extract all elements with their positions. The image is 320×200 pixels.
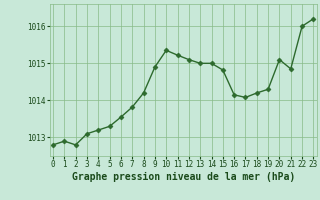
X-axis label: Graphe pression niveau de la mer (hPa): Graphe pression niveau de la mer (hPa) [72, 172, 295, 182]
